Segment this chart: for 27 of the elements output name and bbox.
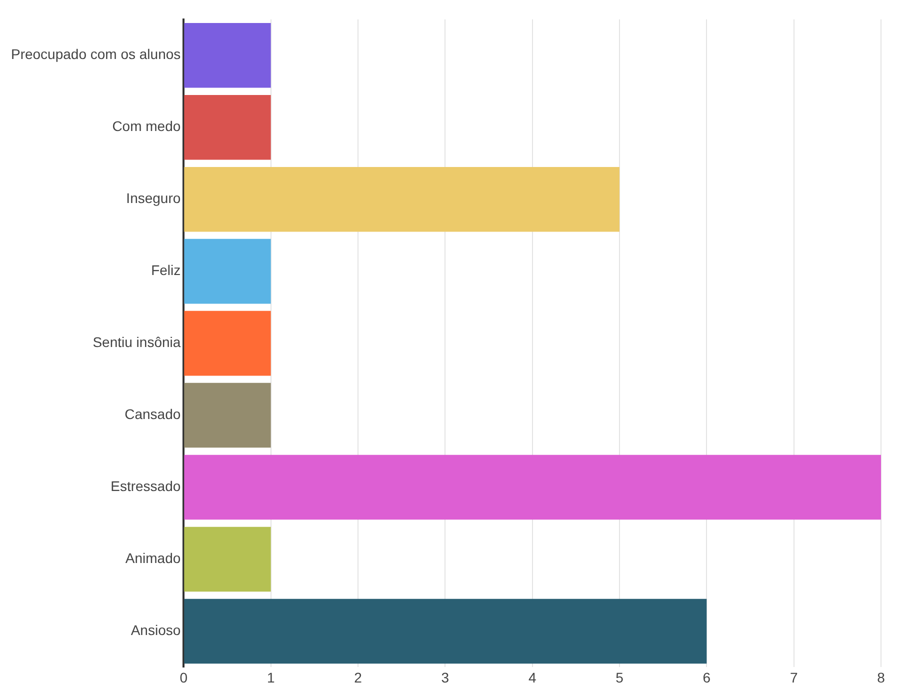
x-tick-label: 1 <box>266 669 275 686</box>
x-tick-label: 0 <box>180 669 188 686</box>
y-tick-label: Inseguro <box>126 190 181 206</box>
bar <box>184 166 620 232</box>
bar <box>184 23 271 88</box>
x-tick-label: 7 <box>790 669 798 686</box>
y-tick-label: Ansioso <box>130 622 181 638</box>
bar <box>184 310 271 376</box>
x-tick-label: 2 <box>354 669 362 686</box>
y-tick-label: Sentiu insônia <box>92 334 181 350</box>
y-tick-label: Estressado <box>110 478 181 494</box>
y-tick-label: Preocupado com os alunos <box>10 46 181 62</box>
y-tick-label: Com medo <box>112 118 181 134</box>
y-tick-label: Cansado <box>124 406 181 422</box>
x-tick-label: 6 <box>702 669 711 686</box>
x-tick-label: 3 <box>441 669 450 686</box>
bar <box>184 94 271 160</box>
x-tick-label: 5 <box>616 669 624 686</box>
x-tick-label: 4 <box>528 669 536 686</box>
bar <box>184 598 707 664</box>
bar <box>184 382 271 448</box>
bar <box>184 526 271 592</box>
bar <box>184 454 881 520</box>
bar <box>184 238 271 304</box>
y-tick-label: Feliz <box>151 262 181 278</box>
y-tick-label: Animado <box>125 550 181 566</box>
x-tick-label: 8 <box>877 669 886 686</box>
